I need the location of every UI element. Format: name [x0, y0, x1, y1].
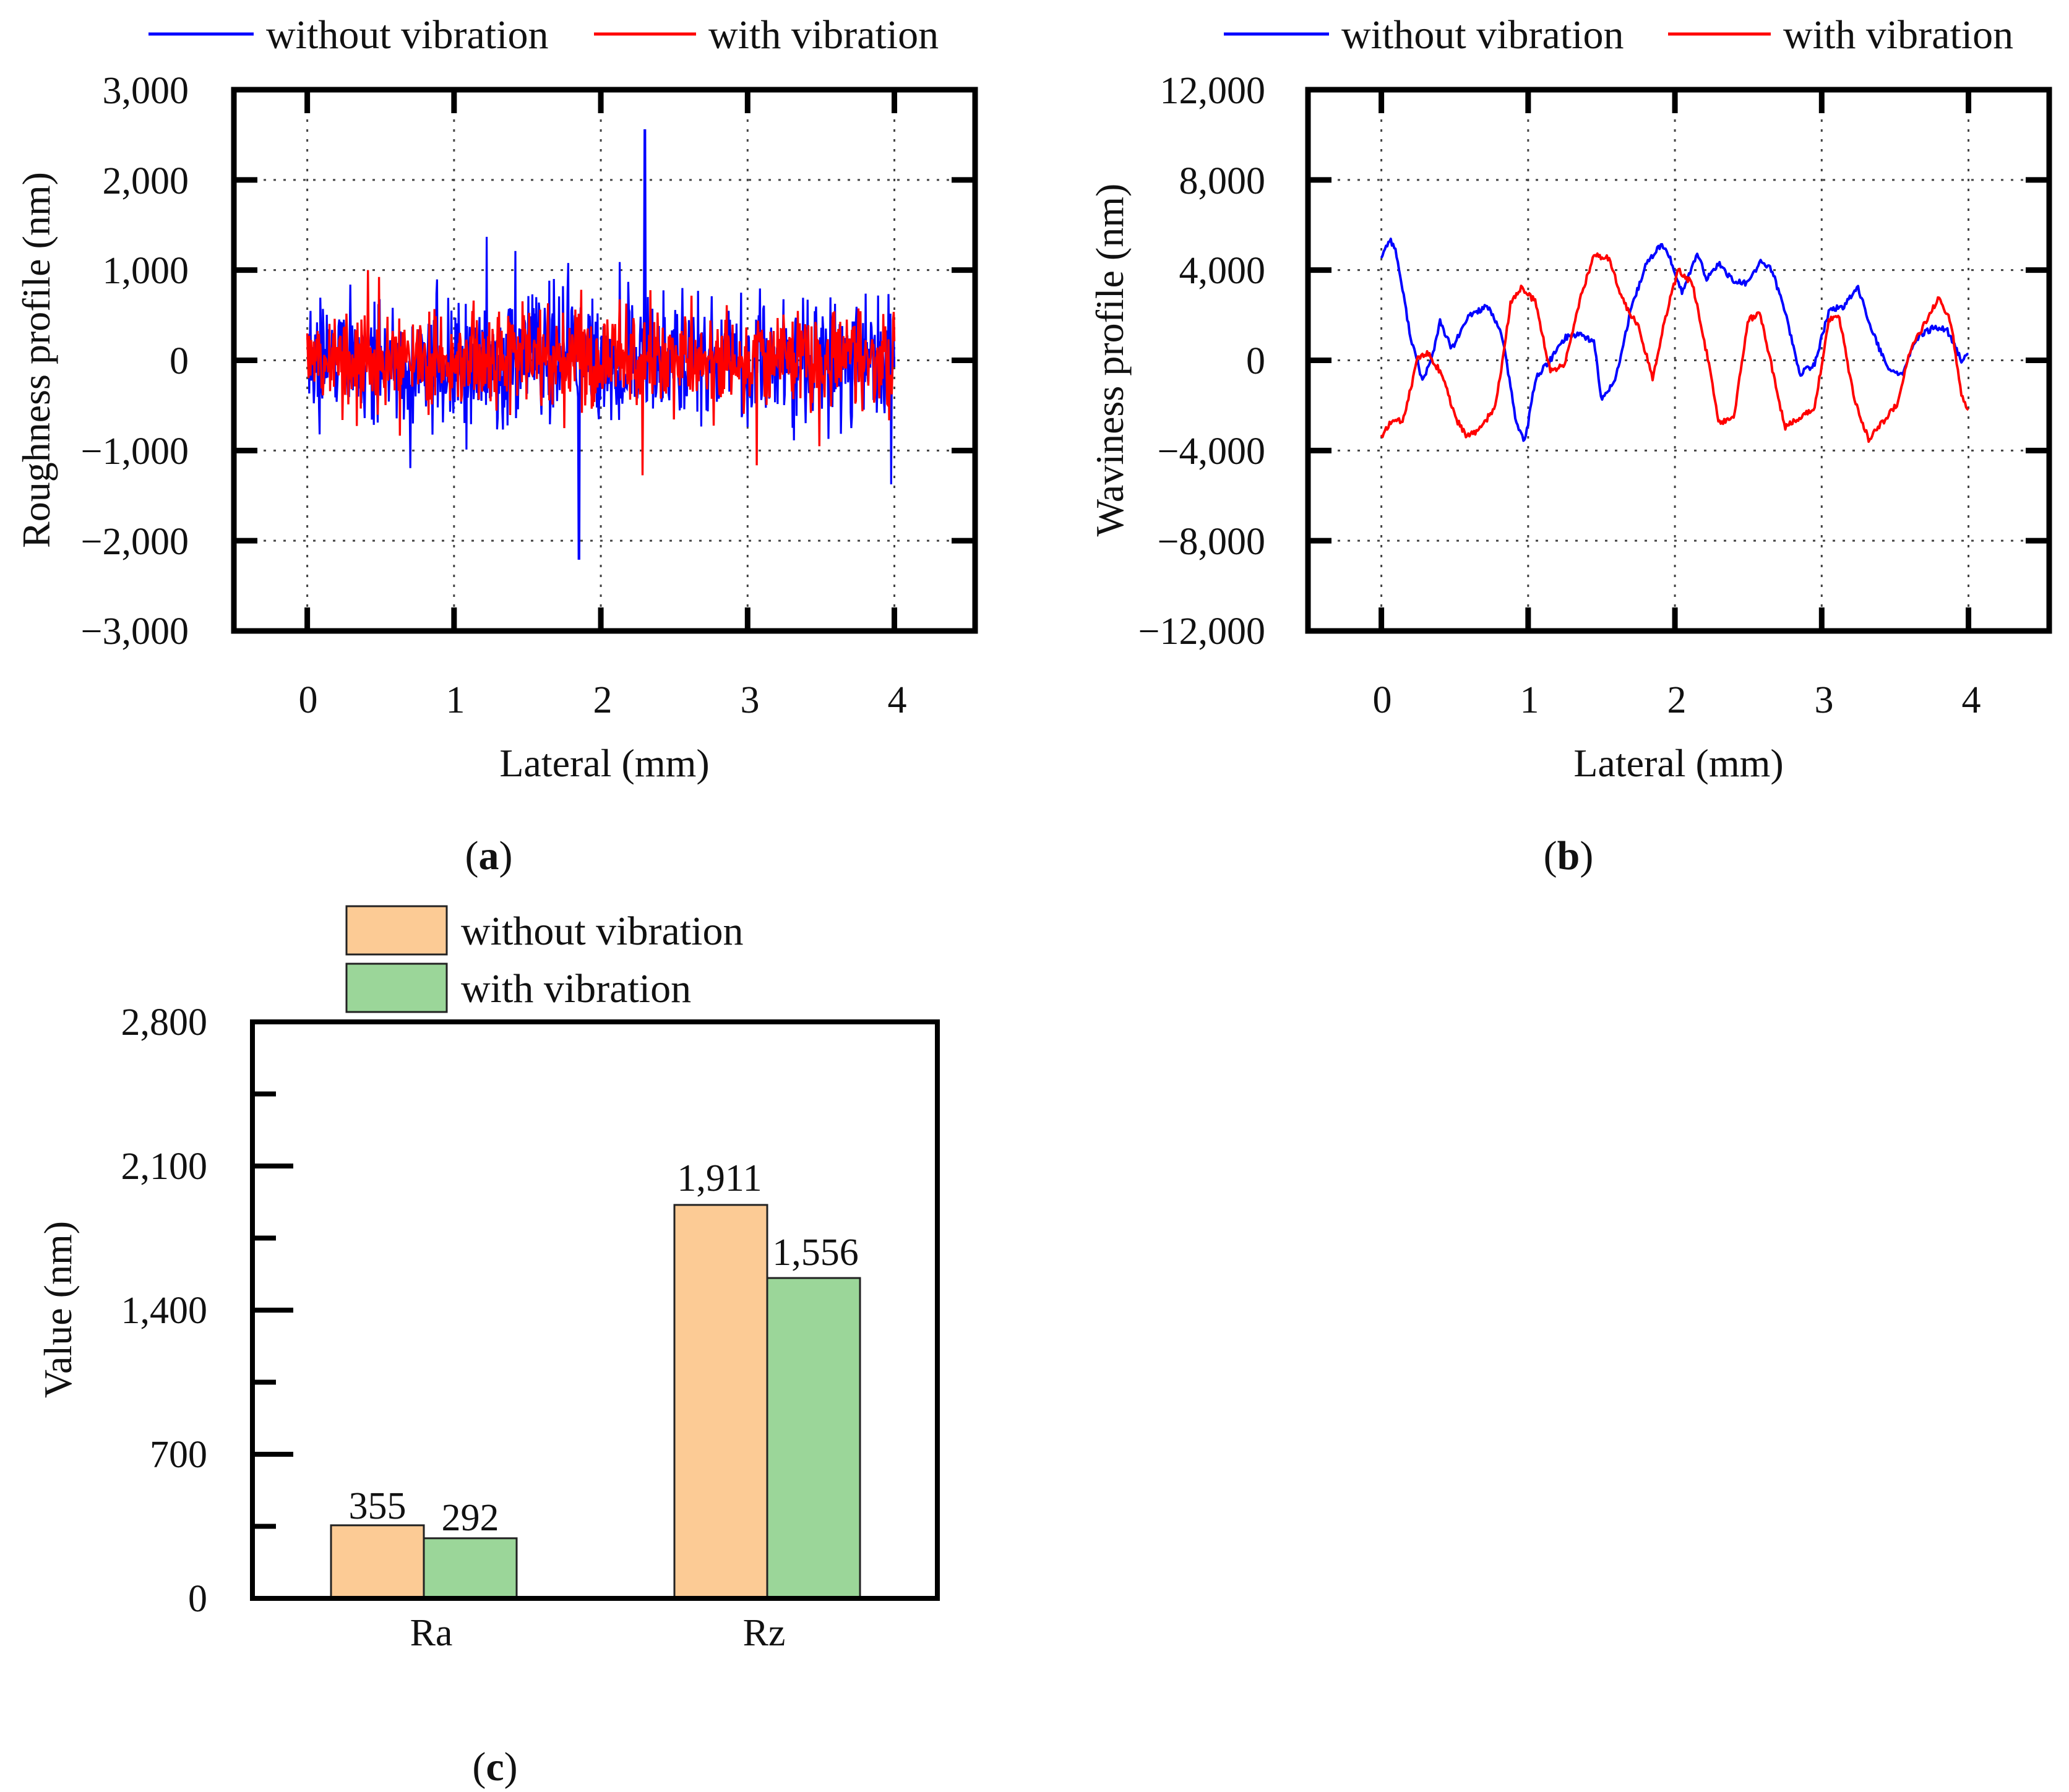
series-with-vibration — [306, 270, 896, 476]
panel-a-y-axis-label: Roughness profile (nm) — [14, 172, 58, 548]
value-label-rz-without: 1,911 — [677, 1157, 762, 1199]
y-tick-label: 700 — [150, 1434, 207, 1476]
y-tick-label: −2,000 — [81, 521, 189, 563]
legend-with-label: with vibration — [461, 966, 691, 1011]
panel-a-caption: (a) — [465, 833, 513, 878]
panel-c: without vibration with vibration 2,800 2… — [36, 905, 940, 1790]
panel-c-caption: (c) — [472, 1744, 517, 1790]
y-tick-label: −1,000 — [81, 431, 189, 473]
value-label-ra-without: 355 — [349, 1485, 406, 1527]
panel-c-x-tick-labels: Ra Rz — [410, 1612, 786, 1654]
y-tick-label: 2,100 — [121, 1146, 208, 1188]
y-tick-label: −12,000 — [1138, 611, 1265, 653]
x-tick-label-ra: Ra — [410, 1612, 453, 1654]
panel-c-bars — [330, 1204, 861, 1600]
panel-a-ticks — [234, 87, 975, 634]
y-tick-label: −8,000 — [1158, 521, 1265, 563]
panel-b-y-tick-labels: 12,000 8,000 4,000 0 −4,000 −8,000 −12,0… — [1138, 70, 1265, 653]
panel-a-x-axis-label: Lateral (mm) — [499, 741, 709, 785]
x-tick-label: 2 — [1667, 679, 1687, 721]
x-tick-label: 1 — [1520, 679, 1539, 721]
y-tick-label: 0 — [170, 340, 189, 382]
y-tick-label: 8,000 — [1179, 160, 1266, 202]
legend-with-label: with vibration — [1783, 12, 2013, 58]
legend-without-label: without vibration — [266, 12, 548, 58]
series-without-vibration — [1380, 238, 1969, 442]
panel-c-legend: without vibration with vibration — [345, 905, 743, 1013]
x-tick-label: 0 — [1373, 679, 1392, 721]
y-tick-label: −3,000 — [81, 611, 189, 653]
value-label-ra-with: 292 — [442, 1497, 499, 1539]
y-tick-label: 2,800 — [121, 1001, 208, 1044]
x-tick-label: 0 — [299, 679, 318, 721]
panel-b-legend: without vibration with vibration — [1224, 12, 2013, 58]
legend-without-label: without vibration — [461, 909, 743, 954]
panel-b-y-axis-label: Waviness profile (nm) — [1088, 184, 1132, 537]
series-with-vibration — [1380, 252, 1969, 443]
panel-b-grid — [1308, 90, 2049, 631]
bar-rz-with-vibration — [766, 1277, 861, 1600]
x-tick-label: 2 — [593, 679, 613, 721]
y-tick-label: 2,000 — [103, 160, 189, 202]
legend-with-label: with vibration — [708, 12, 939, 58]
bar-rz-without-vibration — [673, 1204, 768, 1600]
x-tick-label: 3 — [1815, 679, 1834, 721]
bar-ra-with-vibration — [423, 1537, 518, 1600]
bar-ra-without-vibration — [330, 1524, 425, 1600]
panel-b: without vibration with vibration 12,000 … — [1088, 12, 2052, 878]
legend-without-swatch — [345, 905, 448, 956]
panel-a-y-tick-labels: 3,000 2,000 1,000 0 −1,000 −2,000 −3,000 — [81, 70, 189, 653]
y-tick-label: 3,000 — [103, 70, 189, 112]
panel-a-legend: without vibration with vibration — [148, 12, 939, 58]
y-tick-label: 0 — [1246, 340, 1265, 382]
panel-b-series — [1380, 238, 1969, 443]
y-tick-label: −4,000 — [1158, 431, 1265, 473]
y-tick-label: 1,000 — [103, 250, 189, 292]
legend-with-swatch — [345, 962, 448, 1013]
panel-b-ticks — [1308, 87, 2049, 634]
x-tick-label: 1 — [446, 679, 465, 721]
x-tick-label: 4 — [888, 679, 907, 721]
panel-b-caption: (b) — [1544, 833, 1594, 878]
legend-without-label: without vibration — [1341, 12, 1624, 58]
panel-a-series — [306, 129, 896, 560]
panel-a-x-tick-labels: 0 1 2 3 4 — [299, 679, 907, 721]
x-tick-label: 4 — [1962, 679, 1981, 721]
panel-c-axis-frame — [250, 1019, 940, 1601]
panel-c-y-axis-label: Value (nm) — [36, 1221, 80, 1398]
panel-b-x-tick-labels: 0 1 2 3 4 — [1373, 679, 1981, 721]
y-tick-label: 0 — [188, 1578, 207, 1620]
panel-a: without vibration with vibration 3,000 2… — [14, 12, 978, 878]
panel-b-x-axis-label: Lateral (mm) — [1573, 741, 1783, 785]
panel-c-ticks — [252, 1019, 293, 1601]
y-tick-label: 4,000 — [1179, 250, 1266, 292]
y-tick-label: 12,000 — [1160, 70, 1266, 112]
x-tick-label: 3 — [741, 679, 760, 721]
panel-a-grid — [234, 90, 975, 631]
panel-c-y-tick-labels: 2,800 2,100 1,400 700 0 — [121, 1001, 208, 1620]
panel-c-value-labels: 355 292 1,911 1,556 — [349, 1157, 859, 1539]
value-label-rz-with: 1,556 — [772, 1232, 859, 1274]
y-tick-label: 1,400 — [121, 1290, 208, 1332]
x-tick-label-rz: Rz — [743, 1612, 786, 1654]
